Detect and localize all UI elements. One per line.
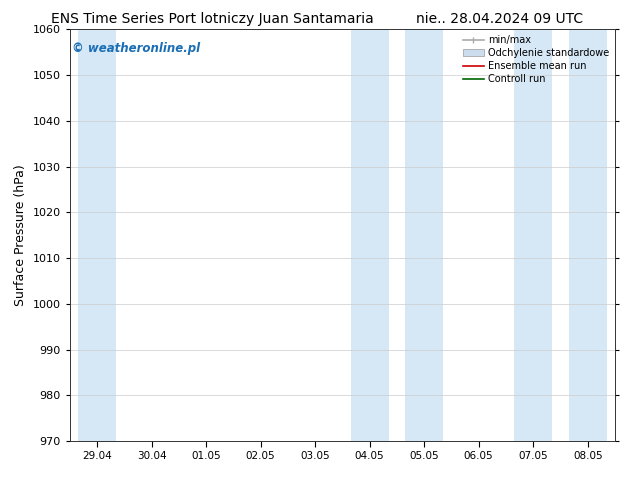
Bar xyxy=(351,29,389,441)
Bar xyxy=(514,29,552,441)
Bar xyxy=(569,29,607,441)
Y-axis label: Surface Pressure (hPa): Surface Pressure (hPa) xyxy=(14,164,27,306)
Bar xyxy=(78,29,116,441)
Text: nie.. 28.04.2024 09 UTC: nie.. 28.04.2024 09 UTC xyxy=(416,12,583,26)
Legend: min/max, Odchylenie standardowe, Ensemble mean run, Controll run: min/max, Odchylenie standardowe, Ensembl… xyxy=(459,31,613,88)
Text: © weatheronline.pl: © weatheronline.pl xyxy=(72,42,200,55)
Text: ENS Time Series Port lotniczy Juan Santamaria: ENS Time Series Port lotniczy Juan Santa… xyxy=(51,12,373,26)
Bar xyxy=(405,29,443,441)
